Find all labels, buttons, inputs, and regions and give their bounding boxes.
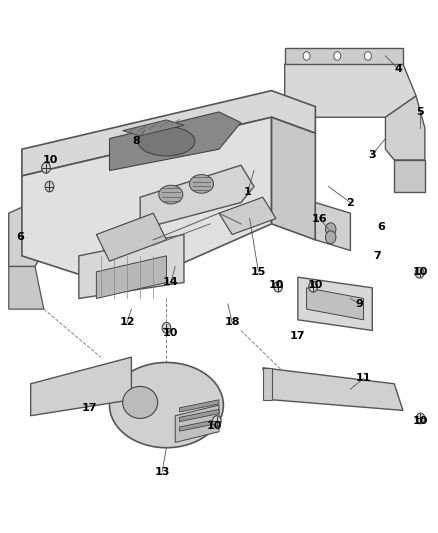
Text: 6: 6 (377, 222, 385, 231)
Ellipse shape (110, 362, 223, 448)
Circle shape (45, 181, 54, 192)
Polygon shape (219, 197, 276, 235)
Ellipse shape (123, 386, 158, 418)
Text: 10: 10 (207, 422, 223, 431)
Text: 15: 15 (251, 267, 266, 277)
Text: 18: 18 (224, 318, 240, 327)
Polygon shape (22, 117, 272, 277)
Text: 14: 14 (163, 278, 179, 287)
Polygon shape (96, 256, 166, 298)
Text: 5: 5 (417, 107, 424, 117)
Polygon shape (263, 368, 403, 410)
Ellipse shape (159, 185, 183, 204)
Text: 11: 11 (356, 374, 371, 383)
Polygon shape (272, 117, 315, 240)
Polygon shape (298, 277, 372, 330)
Text: 6: 6 (16, 232, 24, 242)
Polygon shape (394, 160, 425, 192)
Polygon shape (96, 213, 166, 261)
Text: 17: 17 (290, 331, 306, 341)
Polygon shape (180, 400, 219, 412)
Circle shape (303, 52, 310, 60)
Text: 13: 13 (154, 467, 170, 477)
Polygon shape (9, 266, 44, 309)
Text: 4: 4 (395, 64, 403, 74)
Circle shape (162, 322, 171, 333)
Ellipse shape (138, 126, 195, 156)
Text: 1: 1 (244, 187, 251, 197)
Polygon shape (263, 368, 272, 400)
Polygon shape (140, 165, 254, 229)
Polygon shape (315, 203, 350, 251)
Polygon shape (180, 409, 219, 422)
Polygon shape (180, 419, 219, 431)
Polygon shape (123, 120, 184, 136)
Text: 10: 10 (307, 280, 323, 290)
Polygon shape (285, 64, 416, 117)
Text: 10: 10 (268, 280, 284, 290)
Text: 8: 8 (132, 136, 140, 146)
Text: 16: 16 (312, 214, 328, 223)
Polygon shape (110, 112, 241, 171)
Text: 10: 10 (413, 416, 428, 426)
Circle shape (334, 52, 341, 60)
Circle shape (274, 281, 283, 292)
Circle shape (416, 413, 425, 424)
Ellipse shape (190, 175, 214, 193)
Text: 10: 10 (413, 267, 428, 277)
Circle shape (364, 52, 371, 60)
Polygon shape (31, 357, 131, 416)
Polygon shape (79, 235, 184, 298)
Text: 9: 9 (355, 299, 363, 309)
Polygon shape (285, 48, 403, 64)
Text: 7: 7 (373, 251, 381, 261)
Circle shape (325, 223, 336, 236)
Polygon shape (385, 96, 425, 160)
Text: 10: 10 (42, 155, 58, 165)
Text: 10: 10 (163, 328, 179, 338)
Text: 12: 12 (119, 318, 135, 327)
Circle shape (325, 231, 336, 244)
Text: 17: 17 (82, 403, 98, 413)
Text: 2: 2 (346, 198, 354, 207)
Polygon shape (175, 405, 219, 442)
Text: 3: 3 (368, 150, 376, 159)
Polygon shape (22, 91, 315, 176)
Circle shape (309, 281, 318, 292)
Polygon shape (9, 197, 53, 266)
Circle shape (42, 163, 50, 173)
Polygon shape (307, 288, 364, 320)
Circle shape (415, 268, 424, 278)
Circle shape (212, 416, 221, 426)
